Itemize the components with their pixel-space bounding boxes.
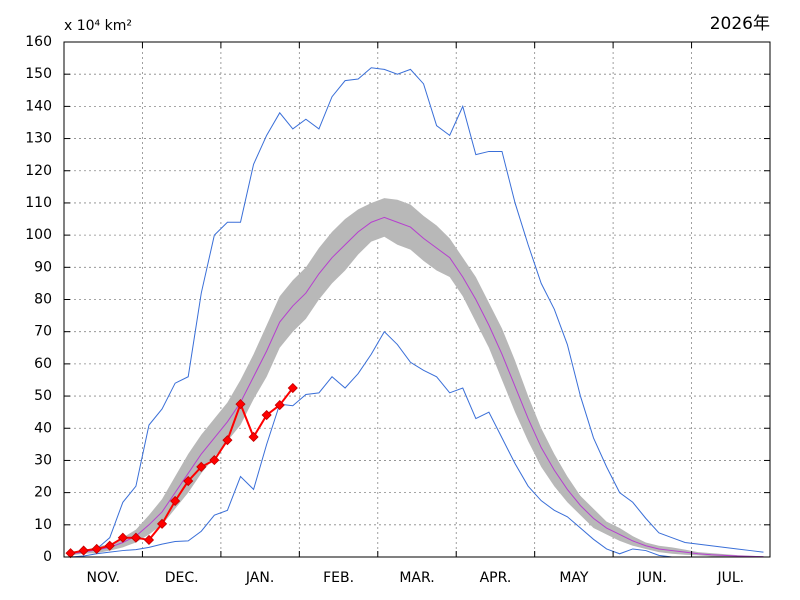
x-tick-label: NOV. — [86, 570, 119, 586]
series-line — [70, 330, 764, 558]
y-tick-label: 50 — [34, 388, 52, 404]
y-tick-label: 100 — [25, 227, 52, 243]
data-point — [287, 382, 298, 394]
x-tick-label: FEB. — [323, 570, 354, 586]
chart-title: 2026年 — [710, 14, 770, 34]
data-point — [248, 431, 259, 443]
x-tick-label: JAN. — [245, 570, 274, 586]
data-point — [104, 540, 115, 551]
y-tick-label: 160 — [25, 34, 52, 50]
series-line — [70, 216, 764, 558]
data-point — [209, 455, 220, 466]
x-tick-label: JUL. — [716, 570, 744, 586]
x-tick-label: MAR. — [399, 570, 434, 586]
data-point — [222, 435, 233, 446]
data-point — [196, 461, 207, 472]
data-point — [261, 409, 272, 421]
y-tick-label: 30 — [34, 452, 52, 468]
y-tick-label: 0 — [43, 549, 52, 565]
y-tick-label: 120 — [25, 163, 52, 179]
y-tick-label: 150 — [25, 66, 52, 82]
data-point — [117, 532, 128, 543]
data-point — [156, 518, 168, 529]
data-point — [183, 475, 194, 487]
y-tick-label: 130 — [25, 131, 52, 147]
data-point — [274, 400, 285, 411]
data-point — [235, 399, 246, 410]
series-line — [70, 67, 764, 555]
y-tick-label: 20 — [34, 485, 52, 501]
y-tick-label: 90 — [34, 259, 52, 275]
y-tick-label: 40 — [34, 420, 52, 436]
y-tick-label: 80 — [34, 292, 52, 308]
y-tick-label: 60 — [34, 356, 52, 372]
y-tick-label: 140 — [25, 98, 52, 114]
data-point — [170, 495, 181, 507]
x-tick-label: MAY — [559, 570, 589, 586]
data-point — [91, 543, 102, 555]
data-point — [143, 534, 155, 546]
data-point — [78, 545, 89, 556]
y-tick-label: 10 — [34, 517, 52, 533]
data-point — [130, 532, 141, 543]
data-point — [65, 548, 76, 559]
x-tick-label: JUN. — [637, 570, 667, 586]
x-tick-label: APR. — [480, 570, 512, 586]
y-axis-unit: x 10⁴ km² — [64, 18, 132, 34]
y-tick-label: 70 — [34, 324, 52, 340]
y-tick-label: 110 — [25, 195, 52, 211]
x-tick-label: DEC. — [165, 570, 199, 586]
